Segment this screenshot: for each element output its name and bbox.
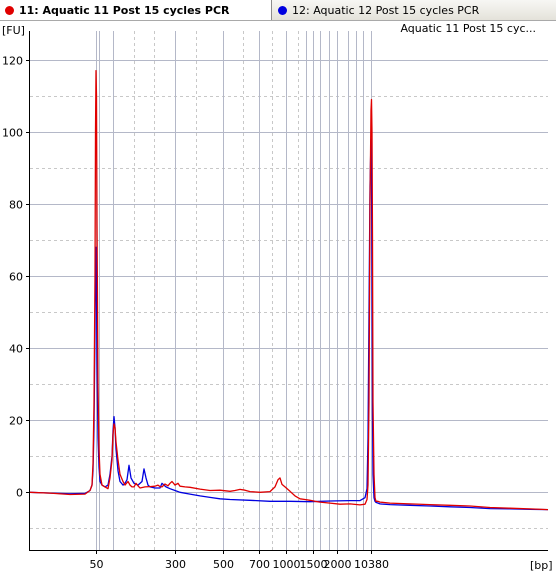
grid [30, 31, 548, 550]
x-tick-label: 700 [249, 558, 270, 571]
blue-dot-icon [278, 5, 287, 15]
y-tick-label: 120 [2, 55, 23, 68]
sample-tab-bar: 11: Aquatic 11 Post 15 cycles PCR 12: Aq… [0, 0, 556, 21]
tab-sample-12[interactable]: 12: Aquatic 12 Post 15 cycles PCR [273, 0, 556, 20]
x-tick-label: 300 [165, 558, 186, 571]
y-tick-label: 60 [9, 271, 23, 284]
y-tick-label: 20 [9, 415, 23, 428]
x-tick-label: 500 [213, 558, 234, 571]
series-line-sample-12 [29, 138, 549, 511]
x-tick-label: 50 [90, 558, 104, 571]
axes [29, 31, 548, 551]
x-tick-label: 1500 [300, 558, 328, 571]
x-tick-label: 1000 [273, 558, 301, 571]
y-tick-label: 80 [9, 199, 23, 212]
x-tick-label: 2000 [324, 558, 352, 571]
tab-sample-11[interactable]: 11: Aquatic 11 Post 15 cycles PCR [0, 0, 272, 20]
red-dot-icon [5, 5, 14, 15]
chart-legend: Aquatic 11 Post 15 cyc... [400, 22, 536, 35]
y-tick-label: 0 [16, 487, 23, 500]
tab-sample-11-label: 11: Aquatic 11 Post 15 cycles PCR [19, 3, 230, 17]
tab-sample-12-label: 12: Aquatic 12 Post 15 cycles PCR [292, 3, 480, 17]
series-line-sample-11 [29, 69, 549, 511]
x-axis-label: [bp] [530, 559, 553, 572]
y-tick-label: 100 [2, 127, 23, 140]
y-axis-label: [FU] [2, 24, 25, 37]
series [29, 69, 549, 511]
y-tick-label: 40 [9, 343, 23, 356]
x-tick-label: 10380 [354, 558, 389, 571]
